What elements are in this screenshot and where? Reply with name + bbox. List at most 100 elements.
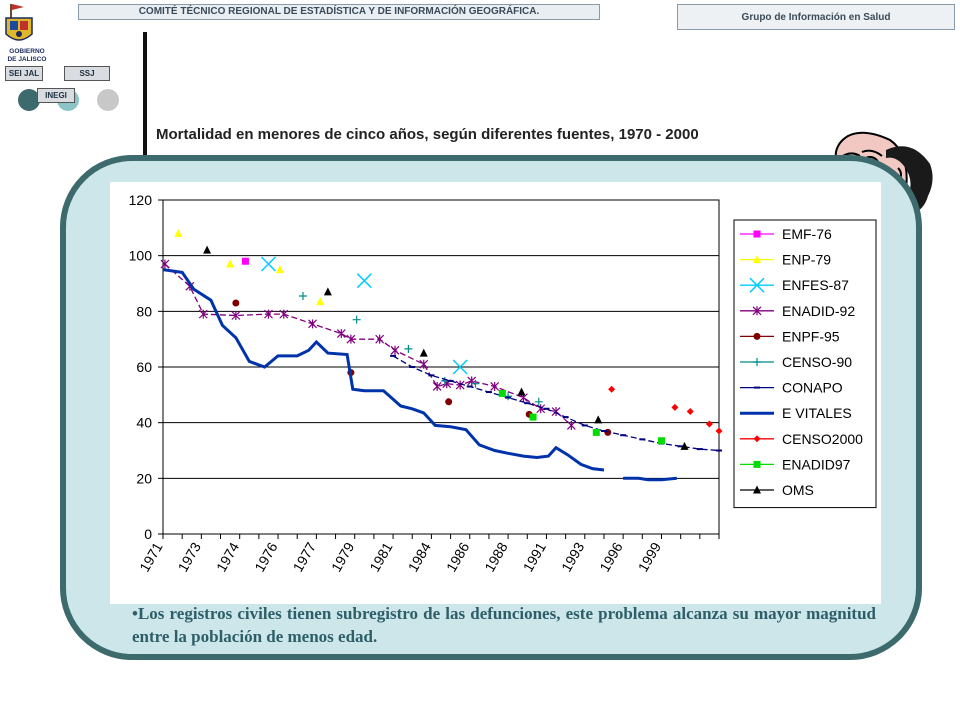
x-tick-label: 1993 <box>558 539 588 574</box>
x-tick-label: 1974 <box>213 539 243 574</box>
series-censo2000 <box>608 385 723 435</box>
data-point <box>231 311 241 321</box>
data-point <box>336 329 346 339</box>
data-point <box>490 381 500 391</box>
x-tick-label: 1988 <box>481 539 511 574</box>
x-tick-label: 1977 <box>290 539 320 574</box>
data-point <box>404 344 413 353</box>
x-tick-label: 1999 <box>635 539 665 574</box>
data-point <box>498 389 506 397</box>
legend-label: ENFES-87 <box>782 277 849 293</box>
legend-swatch-marker <box>753 358 761 366</box>
data-point <box>308 319 317 329</box>
data-point <box>657 437 665 445</box>
data-point <box>455 380 465 390</box>
series-enpf-95 <box>232 299 612 436</box>
data-point <box>323 287 332 296</box>
data-point <box>160 259 170 269</box>
legend-swatch-marker <box>753 435 761 443</box>
logo-text-line2: DE JALISCO <box>7 56 47 63</box>
caption-text: Los registros civiles tienen subregistro… <box>132 604 876 646</box>
data-point <box>260 256 276 272</box>
legend-label: E VITALES <box>782 405 852 421</box>
y-tick-label: 80 <box>136 303 152 319</box>
x-tick-label: 1984 <box>405 539 435 574</box>
legend-label: CENSO-90 <box>782 354 852 370</box>
x-tick-label: 1991 <box>520 539 550 574</box>
series-censo-90 <box>298 292 543 406</box>
data-point <box>680 441 689 450</box>
tag-seijal: SEI JAL <box>5 66 43 81</box>
jalisco-crest-icon <box>5 4 33 41</box>
data-point <box>419 359 429 369</box>
divider <box>143 32 147 160</box>
data-point <box>279 309 289 319</box>
caption: •Los registros civiles tienen subregistr… <box>132 602 876 648</box>
x-tick-label: 1981 <box>366 539 396 574</box>
data-point <box>232 299 240 307</box>
y-tick-label: 100 <box>129 248 153 264</box>
data-point <box>592 428 600 436</box>
data-point <box>275 265 284 274</box>
y-tick-label: 0 <box>144 526 152 542</box>
data-point <box>445 398 453 406</box>
series-oms <box>203 245 689 450</box>
data-point <box>471 379 480 388</box>
series-line <box>162 268 605 472</box>
x-tick-label: 1973 <box>175 539 205 574</box>
page-title: Mortalidad en menores de cinco años, seg… <box>156 126 699 143</box>
series-emf-76 <box>241 257 249 265</box>
legend-box <box>733 219 877 509</box>
data-point <box>316 297 325 306</box>
data-point <box>517 387 526 396</box>
series-enadid97 <box>498 389 665 445</box>
logo-text-line1: GOBIERNO <box>9 48 45 55</box>
data-point <box>375 334 385 344</box>
series-line-segment <box>623 476 677 482</box>
data-point <box>241 257 249 265</box>
data-point <box>264 309 273 319</box>
data-point <box>529 413 537 421</box>
group-banner: Grupo de Información en Salud <box>677 4 955 30</box>
tag-inegi: INEGI <box>37 88 75 103</box>
bullet: • <box>132 604 138 623</box>
x-tick-label: 1996 <box>596 539 626 574</box>
data-point <box>705 420 713 428</box>
data-point <box>686 408 694 416</box>
legend-swatch-marker <box>753 485 761 494</box>
legend-label: CENSO2000 <box>782 431 863 447</box>
legend-label: ENPF-95 <box>782 328 840 344</box>
legend-swatch-marker <box>753 332 761 340</box>
data-point <box>452 359 468 375</box>
data-point <box>440 376 449 385</box>
data-point <box>566 420 576 430</box>
y-tick-label: 40 <box>136 415 152 431</box>
data-point <box>715 427 723 435</box>
y-tick-label: 120 <box>129 192 153 208</box>
legend-swatch-marker <box>753 230 761 238</box>
data-point <box>534 397 543 406</box>
data-point <box>390 345 400 355</box>
data-point <box>174 228 183 237</box>
legend-label: ENADID97 <box>782 456 851 472</box>
data-point <box>198 309 208 319</box>
data-point <box>226 259 235 268</box>
data-point <box>346 334 356 344</box>
data-point <box>608 385 616 393</box>
data-point <box>203 245 212 254</box>
series-conapo <box>390 354 722 452</box>
legend-label: EMF-76 <box>782 226 832 242</box>
data-point <box>671 403 679 411</box>
series-e-vitales <box>162 268 605 472</box>
legend-label: ENP-79 <box>782 252 831 268</box>
x-tick-label: 1971 <box>136 539 166 574</box>
legend-swatch-marker <box>753 255 761 264</box>
series-enfes-87 <box>260 256 468 375</box>
legend-label: CONAPO <box>782 380 843 396</box>
y-tick-label: 60 <box>136 359 152 375</box>
tag-ssj: SSJ <box>64 66 110 81</box>
data-point <box>432 381 442 391</box>
legend-swatch-marker <box>749 277 765 293</box>
series-enp-79 <box>174 228 325 306</box>
